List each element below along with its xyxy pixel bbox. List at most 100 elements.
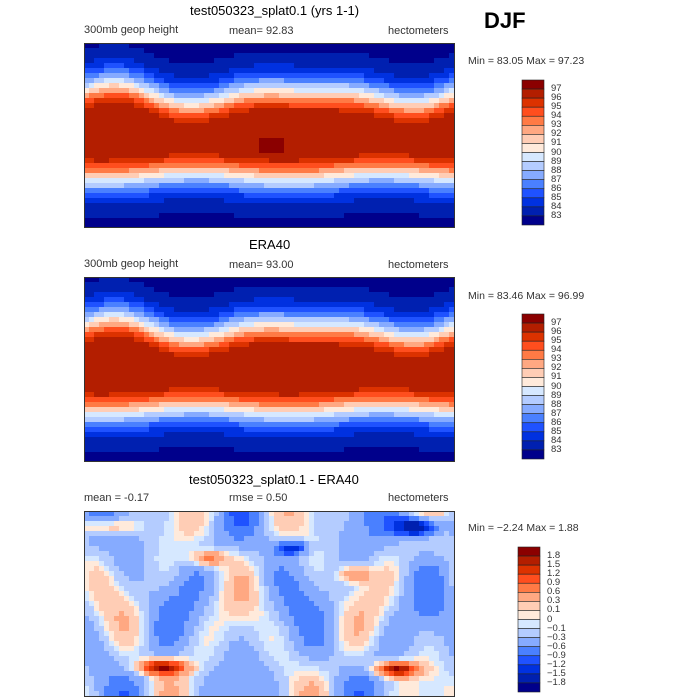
field-cell	[94, 118, 100, 124]
field-cell	[129, 337, 135, 343]
field-cell	[244, 133, 250, 139]
field-cell	[294, 78, 300, 84]
field-cell	[209, 198, 215, 204]
field-cell	[229, 58, 235, 64]
field-cell	[369, 78, 375, 84]
field-cell	[269, 58, 275, 64]
field-cell	[244, 327, 250, 333]
field-cell	[409, 357, 415, 363]
field-cell	[414, 68, 420, 74]
field-cell	[314, 352, 320, 358]
field-cell	[359, 213, 365, 219]
field-cell	[429, 118, 435, 124]
field-cell	[104, 48, 110, 54]
field-cell	[94, 193, 100, 199]
field-cell	[169, 173, 175, 179]
field-cell	[439, 103, 445, 109]
field-cell	[169, 153, 175, 159]
field-cell	[239, 153, 245, 159]
field-cell	[174, 362, 180, 368]
field-cell	[304, 327, 310, 333]
field-cell	[264, 332, 270, 338]
field-cell	[349, 48, 355, 54]
field-cell	[219, 347, 225, 353]
field-cell	[369, 392, 375, 398]
field-cell	[129, 158, 135, 164]
field-cell	[104, 282, 110, 288]
field-cell	[169, 133, 175, 139]
field-cell	[139, 128, 145, 134]
field-cell	[329, 138, 335, 144]
field-cell	[194, 387, 200, 393]
field-cell	[404, 103, 410, 109]
field-cell	[349, 118, 355, 124]
field-cell	[304, 113, 310, 119]
field-cell	[249, 43, 255, 49]
field-cell	[169, 73, 175, 79]
field-cell	[294, 372, 300, 378]
field-cell	[224, 377, 230, 383]
panel-1-map	[84, 43, 455, 228]
field-cell	[384, 143, 390, 149]
field-cell	[384, 148, 390, 154]
field-cell	[264, 287, 270, 293]
field-cell	[449, 417, 455, 423]
field-cell	[84, 173, 90, 179]
field-cell	[199, 213, 205, 219]
field-cell	[174, 178, 180, 184]
field-cell	[229, 302, 235, 308]
field-cell	[279, 178, 285, 184]
field-cell	[159, 208, 165, 214]
field-cell	[99, 143, 105, 149]
field-cell	[219, 362, 225, 368]
field-cell	[134, 153, 140, 159]
field-cell	[244, 397, 250, 403]
field-cell	[289, 193, 295, 199]
field-cell	[279, 163, 285, 169]
field-cell	[399, 347, 405, 353]
field-cell	[194, 183, 200, 189]
field-cell	[354, 143, 360, 149]
field-cell	[274, 113, 280, 119]
field-cell	[329, 382, 335, 388]
field-cell	[344, 213, 350, 219]
field-cell	[164, 198, 170, 204]
field-cell	[419, 168, 425, 174]
field-cell	[174, 302, 180, 308]
field-cell	[359, 103, 365, 109]
field-cell	[109, 327, 115, 333]
field-cell	[164, 362, 170, 368]
field-cell	[349, 98, 355, 104]
field-cell	[169, 143, 175, 149]
field-cell	[369, 342, 375, 348]
field-cell	[414, 317, 420, 323]
field-cell	[99, 83, 105, 89]
field-cell	[199, 58, 205, 64]
field-cell	[229, 118, 235, 124]
field-cell	[299, 88, 305, 94]
field-cell	[254, 317, 260, 323]
field-cell	[199, 158, 205, 164]
field-cell	[309, 282, 315, 288]
field-cell	[319, 218, 325, 224]
field-cell	[394, 277, 400, 283]
field-cell	[379, 218, 385, 224]
field-cell	[279, 307, 285, 313]
field-cell	[84, 402, 90, 408]
field-cell	[149, 88, 155, 94]
field-cell	[184, 297, 190, 303]
field-cell	[289, 158, 295, 164]
field-cell	[179, 123, 185, 129]
field-cell	[224, 203, 230, 209]
field-cell	[139, 352, 145, 358]
field-cell	[384, 223, 390, 228]
field-cell	[339, 143, 345, 149]
field-cell	[339, 48, 345, 54]
field-cell	[154, 322, 160, 328]
field-cell	[149, 43, 155, 49]
field-cell	[219, 198, 225, 204]
field-cell	[184, 277, 190, 283]
field-cell	[429, 357, 435, 363]
field-cell	[99, 43, 105, 49]
field-cell	[224, 113, 230, 119]
